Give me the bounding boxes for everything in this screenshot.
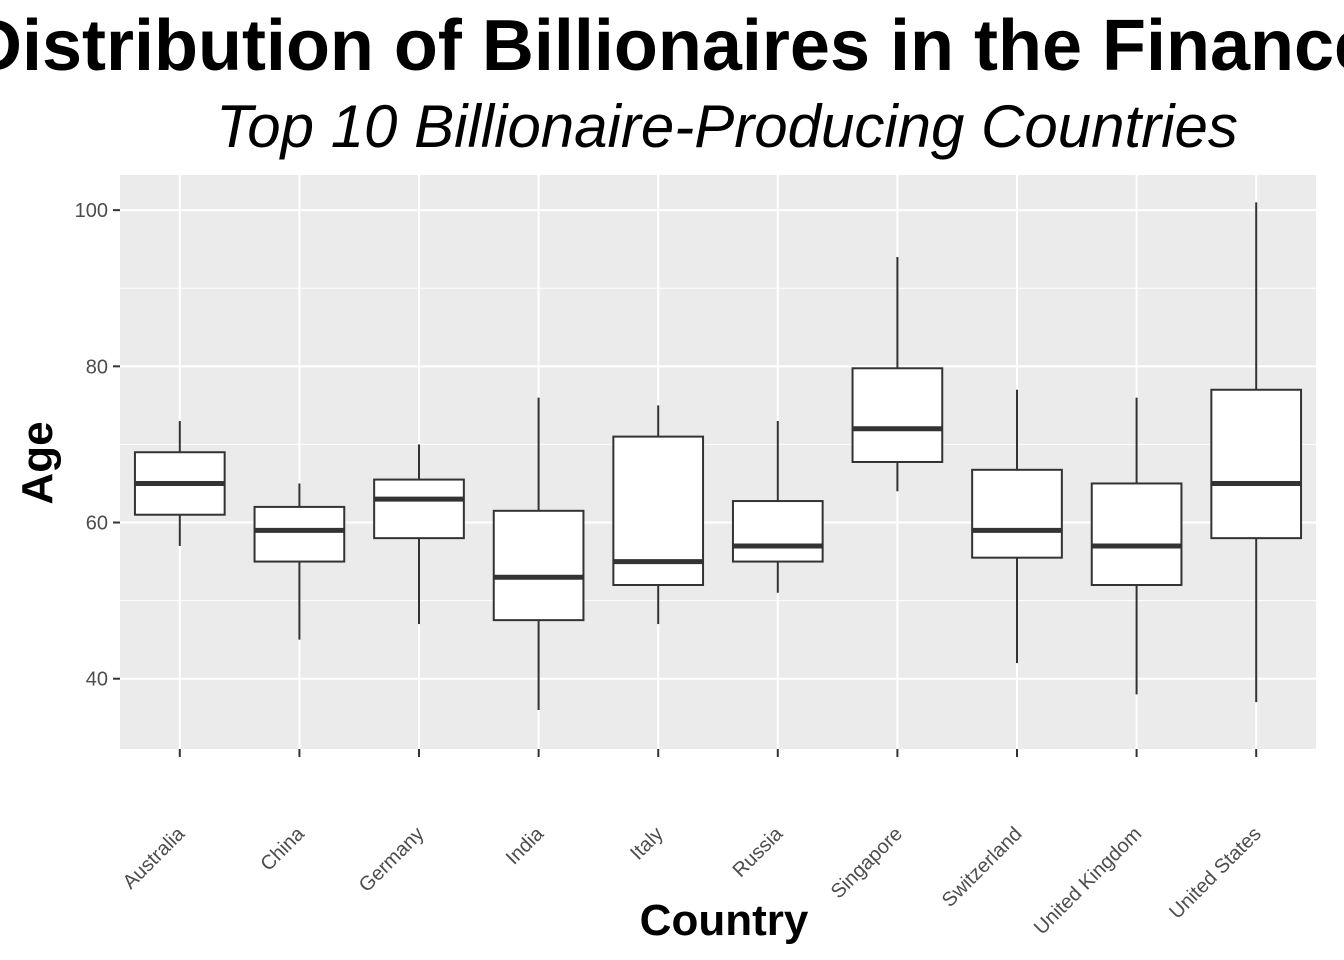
- plot-panel: [120, 175, 1316, 749]
- iqr-box: [851, 367, 944, 463]
- x-tick-label: Australia: [119, 822, 190, 893]
- box-singapore: [851, 257, 944, 492]
- iqr-box: [1210, 388, 1303, 540]
- x-tick-label: Switzerland: [938, 823, 1027, 912]
- iqr-box: [373, 478, 465, 540]
- iqr-box: [731, 500, 824, 563]
- box-italy: [612, 405, 705, 625]
- x-tick-label: United States: [1165, 823, 1265, 923]
- x-tick-label: China: [256, 822, 309, 875]
- x-tick-label: United Kingdom: [1030, 823, 1146, 939]
- boxes: [133, 202, 1303, 710]
- box-united-kingdom: [1090, 397, 1183, 695]
- minor-gridlines: [120, 287, 1316, 602]
- box-switzerland: [971, 389, 1063, 664]
- y-axis: 40 60 80 100: [75, 200, 120, 691]
- box-australia: [133, 421, 226, 546]
- chart-title: Distribution of Billionaires in the Fina…: [0, 6, 1344, 86]
- iqr-box: [253, 505, 346, 563]
- iqr-box: [971, 468, 1063, 559]
- x-tick-label: Russia: [729, 822, 788, 881]
- iqr-box: [492, 509, 585, 622]
- x-tick-label: Singapore: [827, 823, 907, 903]
- x-axis-title: Country: [640, 896, 809, 945]
- y-axis-title: Age: [13, 421, 62, 504]
- chart-subtitle: Top 10 Billionaire-Producing Countries: [216, 93, 1238, 160]
- x-tick-label: Italy: [626, 823, 667, 864]
- y-tick-label: 100: [75, 200, 108, 222]
- x-tick-label: India: [502, 822, 549, 869]
- box-india: [492, 397, 585, 710]
- box-united-states: [1210, 202, 1303, 703]
- box-germany: [373, 444, 465, 625]
- box-russia: [731, 421, 824, 593]
- y-tick-label: 80: [86, 356, 108, 378]
- y-tick-label: 40: [86, 669, 108, 691]
- y-tick-label: 60: [86, 513, 108, 535]
- x-tick-label: Germany: [355, 823, 429, 897]
- box-china: [253, 483, 346, 640]
- iqr-box: [1090, 482, 1183, 587]
